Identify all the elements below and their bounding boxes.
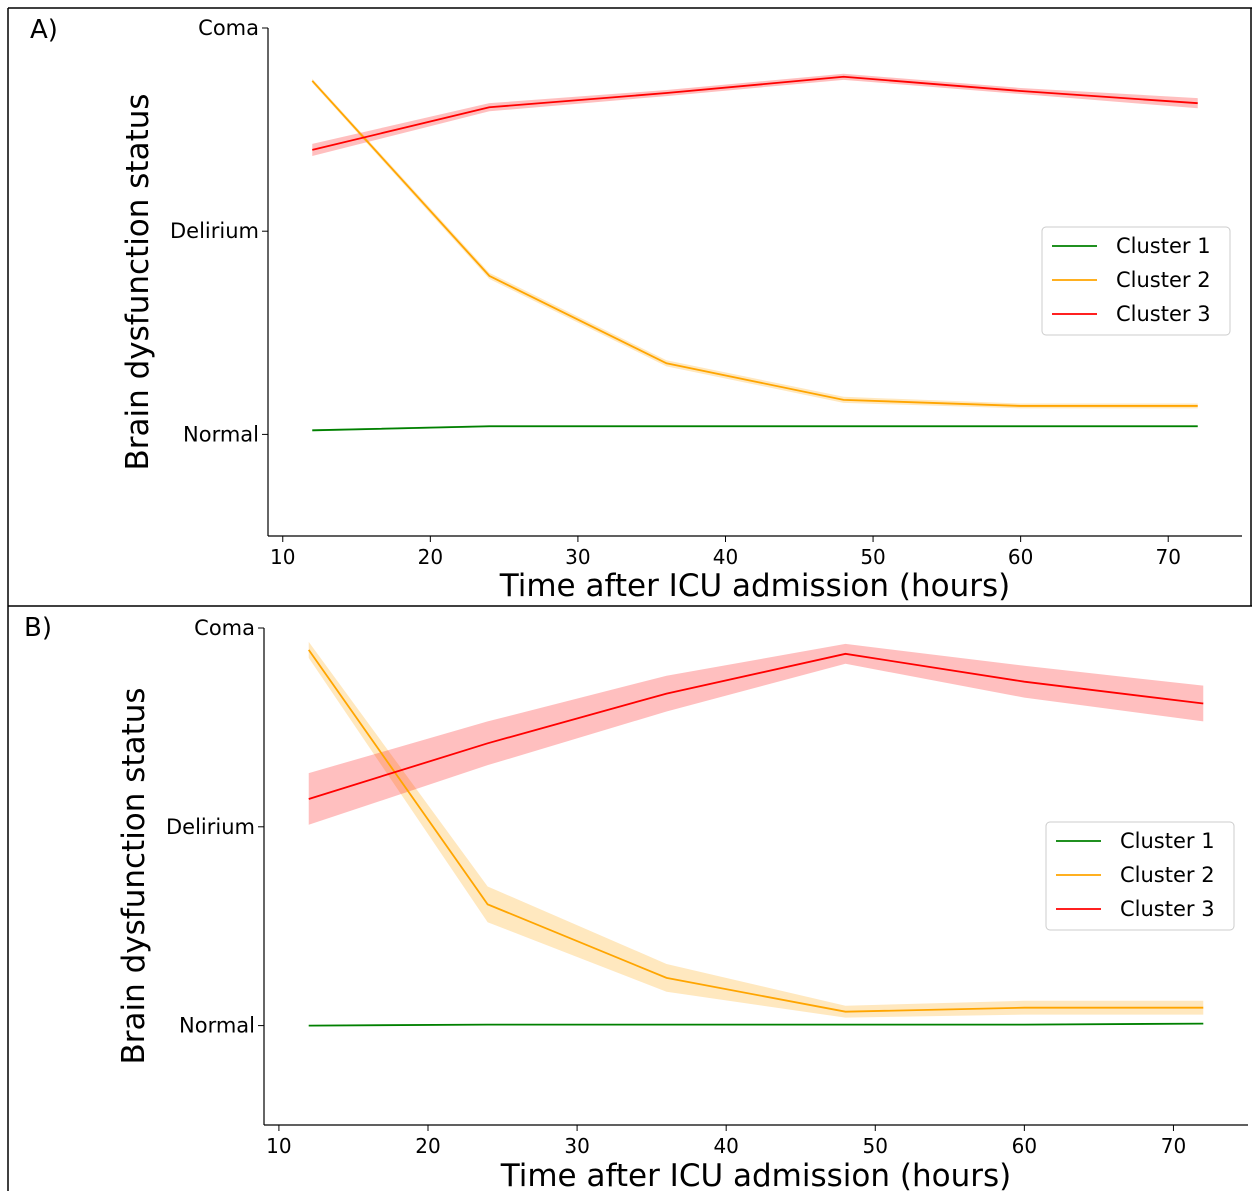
legend-label-cluster-1: Cluster 1 bbox=[1116, 234, 1211, 258]
legend-label-cluster-1: Cluster 1 bbox=[1120, 829, 1215, 853]
series-line-cluster-2 bbox=[307, 649, 1204, 1013]
x-tick-label: 50 bbox=[860, 545, 885, 569]
panel-label: A) bbox=[30, 15, 58, 45]
y-tick-label: Delirium bbox=[170, 219, 259, 243]
series-line-cluster-3 bbox=[312, 75, 1198, 151]
legend-label-cluster-3: Cluster 3 bbox=[1116, 302, 1211, 326]
x-tick-label: 60 bbox=[1008, 545, 1033, 569]
x-tick-label: 60 bbox=[1012, 1134, 1037, 1158]
x-tick-label: 10 bbox=[270, 545, 295, 569]
legend-label-cluster-2: Cluster 2 bbox=[1116, 268, 1211, 292]
x-tick-label: 70 bbox=[1155, 545, 1180, 569]
series-line-cluster-2 bbox=[311, 80, 1198, 407]
x-tick-label: 70 bbox=[1161, 1134, 1186, 1158]
series-line-cluster-3 bbox=[308, 652, 1204, 800]
panel-label: B) bbox=[24, 613, 52, 643]
y-axis-label: Brain dysfunction status bbox=[120, 93, 156, 470]
x-tick-label: 40 bbox=[713, 545, 738, 569]
x-tick-label: 50 bbox=[863, 1134, 888, 1158]
y-tick-label: Coma bbox=[198, 16, 259, 40]
series-band-cluster-3 bbox=[308, 643, 1204, 825]
y-tick-label: Coma bbox=[194, 616, 255, 640]
series-line-cluster-1 bbox=[312, 425, 1198, 432]
series-line-cluster-1 bbox=[308, 1022, 1204, 1027]
y-axis-label: Brain dysfunction status bbox=[116, 687, 152, 1064]
legend-label-cluster-2: Cluster 2 bbox=[1120, 863, 1215, 887]
x-tick-label: 10 bbox=[266, 1134, 291, 1158]
panel-a: A) 10 20 30 40 50 60 70 Normal Delirium Coma Time a… bbox=[30, 15, 1242, 604]
x-tick-label: 20 bbox=[415, 1134, 440, 1158]
legend-label-cluster-3: Cluster 3 bbox=[1120, 897, 1215, 921]
x-tick-label: 40 bbox=[713, 1134, 738, 1158]
y-tick-label: Normal bbox=[183, 422, 259, 446]
x-tick-label: 30 bbox=[564, 1134, 589, 1158]
y-tick-label: Delirium bbox=[166, 815, 255, 839]
x-tick-label: 30 bbox=[565, 545, 590, 569]
legend-box bbox=[1041, 226, 1231, 336]
x-axis-label: Time after ICU admission (hours) bbox=[499, 568, 1010, 604]
series-band-cluster-3 bbox=[312, 73, 1198, 157]
panel-b: B) 10 20 30 40 50 60 70 Normal Delirium Coma Time a… bbox=[24, 613, 1248, 1191]
x-tick-label: 20 bbox=[418, 545, 443, 569]
x-axis-label: Time after ICU admission (hours) bbox=[500, 1158, 1011, 1191]
series-band-cluster-2 bbox=[308, 641, 1204, 1018]
y-tick-label: Normal bbox=[179, 1014, 255, 1038]
legend-box bbox=[1045, 821, 1235, 931]
